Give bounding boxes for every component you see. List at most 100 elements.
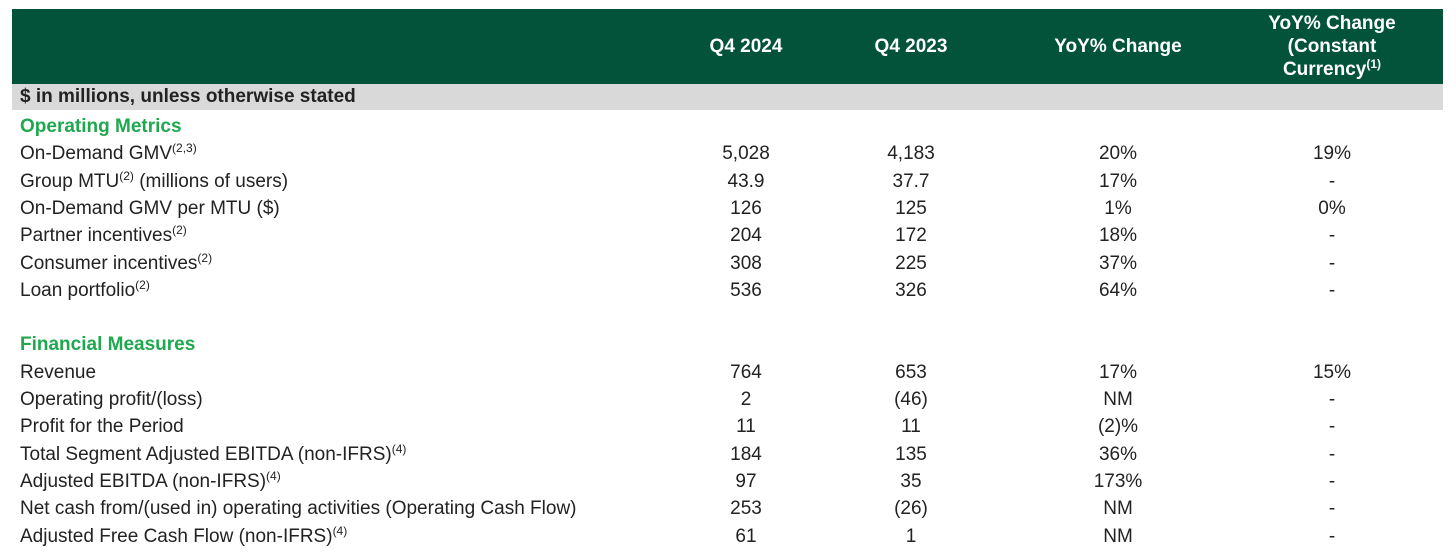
row-label: Revenue <box>20 361 97 383</box>
value-q4-2024: 61 <box>735 525 757 547</box>
row-label: Profit for the Period <box>20 416 184 438</box>
value-yoy: 64% <box>1098 279 1138 301</box>
value-yoy: NM <box>1103 525 1133 547</box>
value-yoy-cc: - <box>1328 443 1336 465</box>
value-yoy: 1% <box>1104 197 1132 219</box>
footnote-marker: (4) <box>266 468 281 483</box>
financial-table: Q4 2024 Q4 2023 YoY% Change YoY% Change … <box>12 9 1443 547</box>
row-label: On-Demand GMV(2,3) <box>20 141 197 165</box>
units-note: $ in millions, unless otherwise stated <box>20 86 356 107</box>
value-q4-2023: 172 <box>895 225 927 247</box>
value-q4-2024: 184 <box>730 443 762 465</box>
value-q4-2024: 11 <box>736 416 756 438</box>
value-q4-2024: 97 <box>735 470 757 492</box>
value-q4-2024: 764 <box>730 361 762 383</box>
value-q4-2024: 204 <box>730 225 762 247</box>
value-yoy: 17% <box>1098 361 1138 383</box>
header-q4-2024: Q4 2024 <box>709 36 783 57</box>
value-yoy: (2)% <box>1097 416 1139 438</box>
value-yoy: 17% <box>1098 170 1138 192</box>
value-q4-2023: 11 <box>901 416 921 438</box>
header-yoy-change: YoY% Change <box>1054 36 1182 57</box>
value-q4-2024: 2 <box>740 389 752 410</box>
table-row: Net cash from/(used in) operating activi… <box>12 495 1443 522</box>
row-label: Operating profit/(loss) <box>20 389 203 410</box>
row-label: Group MTU(2) (millions of users) <box>20 168 289 192</box>
footnote-marker: (2) <box>135 277 150 292</box>
header-cc-footnote: (1) <box>1366 57 1382 71</box>
value-q4-2024: 5,028 <box>722 143 770 165</box>
footnote-marker: (2) <box>119 168 134 183</box>
value-yoy-cc: - <box>1328 225 1336 247</box>
value-yoy: 18% <box>1098 225 1138 247</box>
table-row: On-Demand GMV(2,3) 5,028 4,183 20% 19% <box>12 140 1443 167</box>
value-yoy-cc: - <box>1328 389 1336 410</box>
value-yoy-cc: - <box>1328 470 1336 492</box>
footnote-marker: (4) <box>391 441 407 456</box>
header-cc-line2: (Constant <box>1287 36 1377 57</box>
row-label: Total Segment Adjusted EBITDA (non-IFRS)… <box>20 441 407 465</box>
value-yoy: 173% <box>1093 470 1143 492</box>
table-row: Consumer incentives(2) 308 225 37% - <box>12 250 1443 277</box>
value-yoy-cc: 0% <box>1318 197 1346 219</box>
table-row: Total Segment Adjusted EBITDA (non-IFRS)… <box>12 441 1443 468</box>
units-subheader: $ in millions, unless otherwise stated <box>12 84 1443 110</box>
table-row: Loan portfolio(2) 536 326 64% - <box>12 277 1443 304</box>
row-label: Adjusted Free Cash Flow (non-IFRS)(4) <box>20 523 348 547</box>
section-title: Financial Measures <box>20 334 196 356</box>
value-q4-2023: 125 <box>895 197 927 219</box>
value-yoy: 36% <box>1098 443 1138 465</box>
header-yoy-constant-currency: YoY% Change (Constant Currency(1) <box>1232 9 1432 84</box>
header-cc-line1: YoY% Change <box>1268 13 1396 34</box>
value-yoy: NM <box>1103 389 1133 410</box>
value-q4-2024: 126 <box>730 197 762 219</box>
value-yoy-cc: 15% <box>1312 361 1352 383</box>
value-q4-2023: 225 <box>895 252 927 274</box>
value-yoy-cc: - <box>1328 525 1336 547</box>
value-q4-2024: 253 <box>730 498 762 520</box>
footnote-marker: (4) <box>332 523 348 538</box>
value-q4-2024: 536 <box>730 279 762 301</box>
header-cc-line3: Currency <box>1282 59 1367 80</box>
table-row: Profit for the Period 11 11 (2)% - <box>12 413 1443 440</box>
value-q4-2023: (26) <box>894 498 928 520</box>
value-q4-2023: 35 <box>900 470 922 492</box>
value-q4-2023: 4,183 <box>887 143 935 165</box>
table-row: On-Demand GMV per MTU ($) 126 125 1% 0% <box>12 195 1443 222</box>
value-q4-2023: 135 <box>895 443 927 465</box>
row-label: Partner incentives(2) <box>20 223 187 247</box>
value-q4-2023: 1 <box>905 525 917 547</box>
value-yoy-cc: - <box>1328 498 1336 520</box>
row-label: Net cash from/(used in) operating activi… <box>20 498 577 520</box>
value-yoy: NM <box>1103 498 1133 520</box>
table-row: Operating profit/(loss) 2 (46) NM - <box>12 386 1443 413</box>
value-q4-2023: 326 <box>895 279 927 301</box>
value-q4-2023: 37.7 <box>892 170 930 192</box>
value-yoy-cc: 19% <box>1312 143 1352 165</box>
value-yoy: 37% <box>1098 252 1138 274</box>
header-q4-2023: Q4 2023 <box>874 36 948 57</box>
value-yoy-cc: - <box>1328 170 1336 192</box>
table-row: Group MTU(2) (millions of users) 43.9 37.7… <box>12 168 1443 195</box>
table-row: Adjusted EBITDA (non-IFRS)(4) 97 35 173% - <box>12 468 1443 495</box>
row-label: Consumer incentives(2) <box>20 250 213 274</box>
row-label: On-Demand GMV per MTU ($) <box>20 197 280 219</box>
table-header: Q4 2024 Q4 2023 YoY% Change YoY% Change … <box>12 9 1443 84</box>
footnote-marker: (2,3) <box>172 141 197 156</box>
section-title: Operating Metrics <box>20 116 182 137</box>
row-label: Loan portfolio(2) <box>20 277 150 301</box>
table-row: Revenue 764 653 17% 15% <box>12 359 1443 386</box>
value-q4-2023: 653 <box>895 361 927 383</box>
table-row: Partner incentives(2) 204 172 18% - <box>12 222 1443 249</box>
value-yoy-cc: - <box>1328 416 1336 438</box>
table-row: Adjusted Free Cash Flow (non-IFRS)(4) 61 1… <box>12 523 1443 550</box>
footnote-marker: (2) <box>197 250 213 265</box>
footnote-marker: (2) <box>172 223 187 238</box>
row-label: Adjusted EBITDA (non-IFRS)(4) <box>20 468 281 492</box>
value-yoy: 20% <box>1098 143 1138 165</box>
value-q4-2024: 43.9 <box>727 170 765 192</box>
value-yoy-cc: - <box>1328 252 1336 274</box>
value-q4-2023: (46) <box>894 389 928 410</box>
value-q4-2024: 308 <box>730 252 762 274</box>
value-yoy-cc: - <box>1328 279 1336 301</box>
